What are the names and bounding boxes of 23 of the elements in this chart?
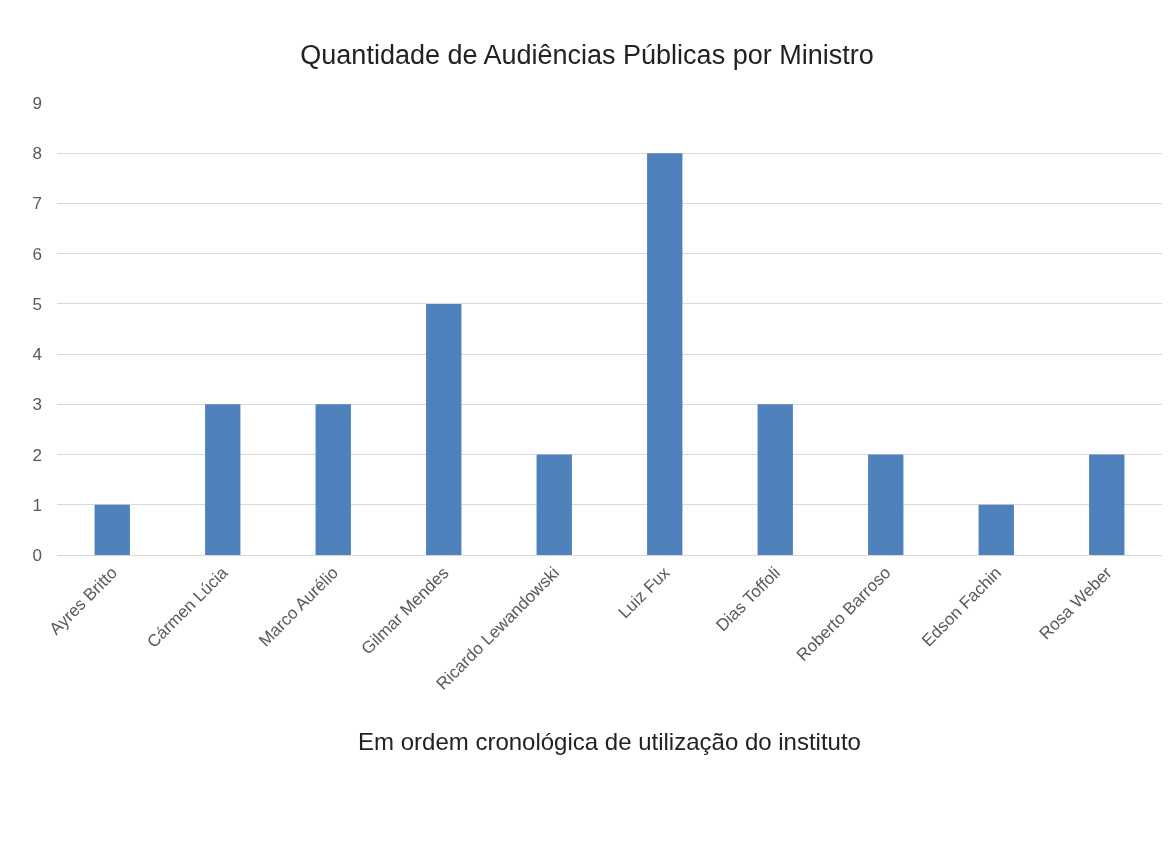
y-tick-label: 1 bbox=[32, 495, 42, 515]
chart-title: Quantidade de Audiências Públicas por Ministro bbox=[300, 40, 874, 71]
bar bbox=[315, 404, 351, 555]
y-tick-label: 9 bbox=[32, 93, 42, 113]
y-tick-label: 6 bbox=[32, 244, 42, 264]
y-tick-label: 8 bbox=[32, 144, 42, 164]
bar bbox=[647, 153, 683, 555]
x-tick-label: Luiz Fux bbox=[614, 562, 674, 623]
y-tick-label: 2 bbox=[32, 445, 42, 465]
bar bbox=[205, 404, 241, 555]
y-tick-label: 5 bbox=[32, 294, 42, 314]
x-axis-title: Em ordem cronológica de utilização do instituto bbox=[358, 727, 861, 755]
y-tick-label: 3 bbox=[32, 395, 42, 415]
bar bbox=[94, 504, 130, 555]
bar bbox=[536, 454, 572, 555]
bar bbox=[757, 404, 793, 555]
bar bbox=[426, 303, 462, 555]
y-tick-label: 4 bbox=[32, 345, 42, 365]
bar bbox=[978, 504, 1014, 555]
bar bbox=[868, 454, 904, 555]
y-tick-label: 7 bbox=[32, 194, 42, 214]
y-tick-label: 0 bbox=[32, 545, 42, 565]
bar bbox=[1089, 454, 1125, 555]
